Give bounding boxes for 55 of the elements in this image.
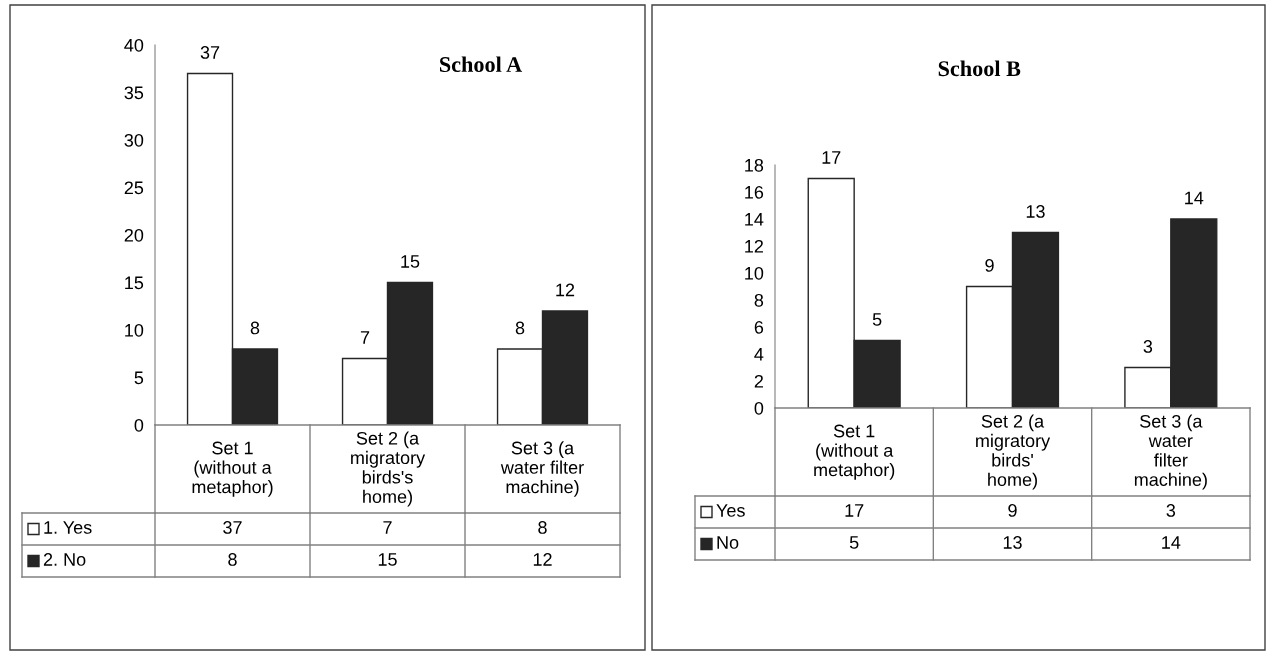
annotation: 8 (515, 321, 525, 335)
chart-title: School A (440, 56, 523, 73)
y-tick-label: 15 (125, 276, 144, 290)
annotation: 14 (1185, 191, 1204, 205)
data-label: 12 (533, 553, 552, 566)
x-tick-label: Set 2 (a migratory birds's home) (351, 431, 426, 507)
legend-label: No (717, 536, 739, 549)
annotation: 15 (401, 255, 420, 268)
y-tick-label: 30 (124, 133, 144, 147)
y-tick-label: 4 (754, 348, 764, 361)
annotation: 5 (872, 313, 882, 326)
data-label: 8 (538, 521, 547, 534)
annotation: 8 (250, 321, 260, 335)
legend-label: 1. Yes (44, 521, 92, 534)
y-tick-label: 25 (124, 181, 144, 195)
y-tick-label: 18 (745, 158, 764, 172)
data-label: 37 (223, 521, 242, 534)
y-tick-label: 12 (745, 239, 763, 253)
annotation: 37 (200, 46, 220, 59)
y-tick-label: 10 (745, 266, 764, 280)
y-tick-label: 20 (124, 228, 144, 242)
data-label: 8 (228, 553, 237, 566)
x-tick-label: Set 2 (a migratory birds' home) (976, 414, 1051, 490)
y-tick-label: 2 (754, 374, 763, 388)
y-tick-label: 14 (745, 213, 764, 226)
y-tick-label: 10 (125, 323, 144, 337)
data-label: 13 (1003, 536, 1022, 549)
y-tick-label: 6 (754, 320, 764, 334)
annotation: 3 (1143, 340, 1153, 353)
annotation: 9 (985, 259, 994, 272)
x-tick-label: Set 3 (a water filter machine) (500, 441, 584, 497)
annotation: 13 (1026, 205, 1045, 218)
x-tick-label: Set 1 (without a metaphor) (814, 424, 895, 480)
data-label: 17 (845, 504, 864, 517)
data-label: 5 (849, 536, 859, 549)
annotation: 12 (556, 283, 575, 297)
y-tick-label: 35 (124, 86, 144, 100)
data-label: 14 (1162, 536, 1181, 549)
legend-label: 2. No (43, 553, 86, 566)
y-tick-label: 0 (134, 418, 144, 432)
text: 17 (822, 151, 841, 164)
data-label: 15 (378, 553, 397, 566)
legend-label: Yes (716, 504, 745, 517)
y-tick-label: 8 (754, 293, 764, 307)
data-label: 9 (1008, 504, 1017, 517)
y-tick-label: 5 (134, 371, 144, 385)
x-tick-label: Set 1 (without a metaphor) (192, 441, 273, 497)
y-tick-label: 16 (745, 185, 764, 199)
data-label: 3 (1166, 504, 1176, 517)
y-tick-label: 0 (754, 401, 764, 415)
x-tick-label: Set 3 (a water filter machine) (1134, 414, 1207, 490)
y-tick-label: 40 (124, 38, 144, 52)
annotation: 7 (360, 331, 370, 344)
data-label: 7 (383, 521, 392, 534)
chart-title: School B (938, 60, 1021, 77)
